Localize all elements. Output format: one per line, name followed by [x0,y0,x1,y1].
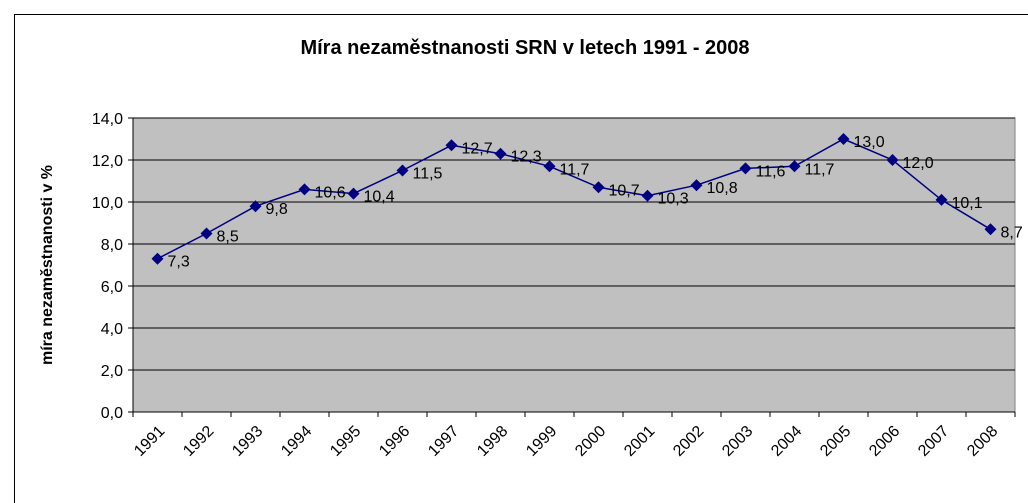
y-tick-label: 12,0 [92,153,123,170]
data-label: 10,4 [364,189,395,206]
marker [200,227,213,240]
data-label: 10,8 [707,180,738,197]
data-label: 11,7 [560,161,590,178]
marker [249,200,262,213]
marker [788,160,801,173]
y-tick-label: 4,0 [101,321,123,338]
y-tick-label: 8,0 [101,237,123,254]
marker [984,223,997,236]
data-label: 10,1 [952,195,983,212]
chart-title: Míra nezaměstnanosti SRN v letech 1991 -… [300,37,749,59]
data-label: 12,7 [462,140,493,157]
marker [151,252,164,265]
marker [837,133,850,145]
marker [298,183,311,196]
y-tick-label: 6,0 [101,279,123,296]
marker [739,162,752,175]
marker [445,139,458,152]
y-tick-label: 0,0 [101,405,123,422]
y-tick-label: 10,0 [92,195,123,212]
data-label: 13,0 [854,134,885,151]
marker [592,181,605,194]
marker [886,154,899,166]
data-label: 11,7 [805,161,835,178]
y-tick-label: 2,0 [101,363,123,380]
data-label: 11,6 [756,163,786,180]
marker [494,147,507,160]
marker [347,187,360,200]
data-label: 11,5 [413,166,443,183]
marker [396,164,409,177]
data-label: 9,8 [266,201,288,218]
marker [543,160,556,173]
data-label: 10,6 [315,184,346,201]
data-label: 10,3 [658,191,689,208]
data-label: 12,3 [511,149,542,166]
marker [690,179,703,192]
plot-area [132,117,1016,413]
line [157,138,991,260]
y-axis-label: míra nezaměstnanosti v % [39,165,56,365]
data-label: 8,7 [1001,224,1023,241]
data-label: 12,0 [903,155,934,172]
y-tick-label: 14,0 [92,111,123,128]
marker [641,189,654,202]
data-label: 7,3 [168,254,190,271]
data-label: 8,5 [217,229,239,246]
marker [935,193,948,206]
data-label: 10,7 [609,182,640,199]
